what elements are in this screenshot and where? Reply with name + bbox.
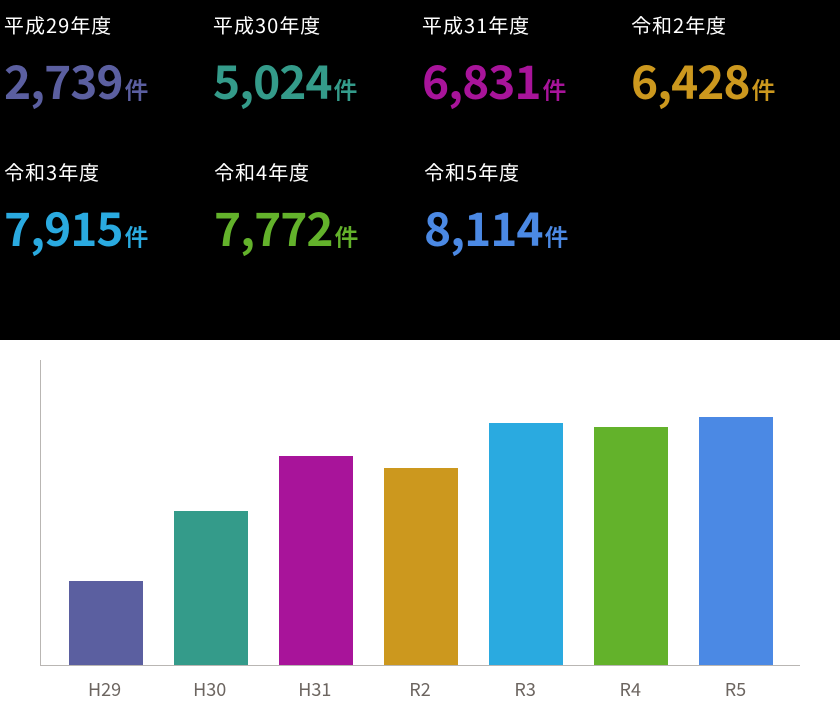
bar-r5	[699, 417, 773, 665]
bar-h31	[279, 456, 353, 665]
stat-label: 平成29年度	[4, 10, 213, 39]
x-label: R4	[580, 666, 680, 706]
bar-slot	[581, 360, 681, 665]
bar-r4	[594, 427, 668, 665]
bar-slot	[266, 360, 366, 665]
bar-r2	[384, 468, 458, 665]
stat-cell: 令和3年度 7,915 件	[4, 157, 214, 250]
stat-label: 令和5年度	[424, 157, 634, 186]
stat-cell: 平成30年度 5,024 件	[213, 10, 422, 103]
stat-label: 令和2年度	[631, 10, 840, 39]
stat-number: 5,024	[213, 57, 332, 103]
stat-value: 7,915 件	[4, 204, 214, 250]
stat-cell: 平成31年度 6,831 件	[422, 10, 631, 103]
stats-panel: 平成29年度 2,739 件 平成30年度 5,024 件 平成31年度 6,8…	[0, 0, 840, 340]
stat-cell: 平成29年度 2,739 件	[4, 10, 213, 103]
stat-unit: 件	[125, 77, 148, 101]
x-label: H31	[265, 666, 365, 706]
stat-label: 平成30年度	[213, 10, 422, 39]
stat-label: 平成31年度	[422, 10, 631, 39]
bar-h30	[174, 511, 248, 665]
bar-r3	[489, 423, 563, 665]
x-label: H30	[160, 666, 260, 706]
stat-value: 6,428 件	[631, 57, 840, 103]
stat-value: 7,772 件	[214, 204, 424, 250]
stat-unit: 件	[335, 224, 358, 248]
stat-unit: 件	[545, 224, 568, 248]
x-label: R5	[685, 666, 785, 706]
stat-cell: 令和4年度 7,772 件	[214, 157, 424, 250]
stat-number: 6,428	[631, 57, 750, 103]
stat-number: 6,831	[422, 57, 541, 103]
bar-chart: H29 H30 H31 R2 R3 R4 R5	[0, 340, 840, 706]
stat-unit: 件	[334, 77, 357, 101]
stat-number: 7,772	[214, 204, 333, 250]
x-label: R3	[475, 666, 575, 706]
bar-slot	[161, 360, 261, 665]
x-label: H29	[55, 666, 155, 706]
stats-row-1: 平成29年度 2,739 件 平成30年度 5,024 件 平成31年度 6,8…	[0, 10, 840, 103]
bar-slot	[476, 360, 576, 665]
bars-container	[41, 360, 800, 665]
stat-value: 6,831 件	[422, 57, 631, 103]
bar-slot	[56, 360, 156, 665]
stat-label: 令和3年度	[4, 157, 214, 186]
stat-cell: 令和5年度 8,114 件	[424, 157, 634, 250]
stat-value: 8,114 件	[424, 204, 634, 250]
bar-h29	[69, 581, 143, 665]
stats-row-2: 令和3年度 7,915 件 令和4年度 7,772 件 令和5年度 8,114 …	[0, 157, 840, 250]
stat-value: 2,739 件	[4, 57, 213, 103]
x-label: R2	[370, 666, 470, 706]
stat-unit: 件	[752, 77, 775, 101]
bar-slot	[686, 360, 786, 665]
stat-unit: 件	[125, 224, 148, 248]
stat-cell: 令和2年度 6,428 件	[631, 10, 840, 103]
bar-slot	[371, 360, 471, 665]
stat-value: 5,024 件	[213, 57, 422, 103]
stat-unit: 件	[543, 77, 566, 101]
stat-number: 7,915	[4, 204, 123, 250]
stat-number: 8,114	[424, 204, 543, 250]
stat-number: 2,739	[4, 57, 123, 103]
x-axis-labels: H29 H30 H31 R2 R3 R4 R5	[40, 666, 800, 706]
stat-label: 令和4年度	[214, 157, 424, 186]
chart-plot-area	[40, 360, 800, 666]
